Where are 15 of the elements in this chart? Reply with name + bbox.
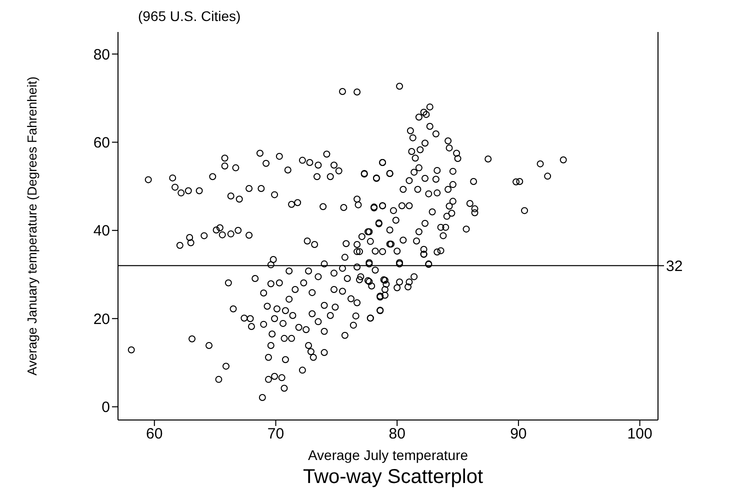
ref-line-label: 32: [666, 258, 683, 276]
x-tick-label: 60: [146, 426, 163, 443]
x-tick-label: 90: [510, 426, 527, 443]
x-tick-label: 70: [267, 426, 284, 443]
text: Two-way Scatterplot: [302, 466, 484, 489]
y-tick-label: 0: [102, 399, 110, 416]
x-axis-title: Average July temperature: [308, 447, 468, 463]
y-tick-label: 60: [93, 134, 110, 152]
y-tick-label: 40: [93, 222, 110, 240]
x-tick-label: 100: [627, 426, 652, 443]
chart-subtitle: (965 U.S. Cities): [137, 8, 242, 26]
y-tick-label: 80: [93, 46, 110, 64]
x-tick-label: 80: [388, 426, 406, 443]
y-tick-label: 20: [93, 310, 110, 328]
y-axis-title: Average January temperature (Degrees Fahrenheit): [24, 76, 40, 376]
